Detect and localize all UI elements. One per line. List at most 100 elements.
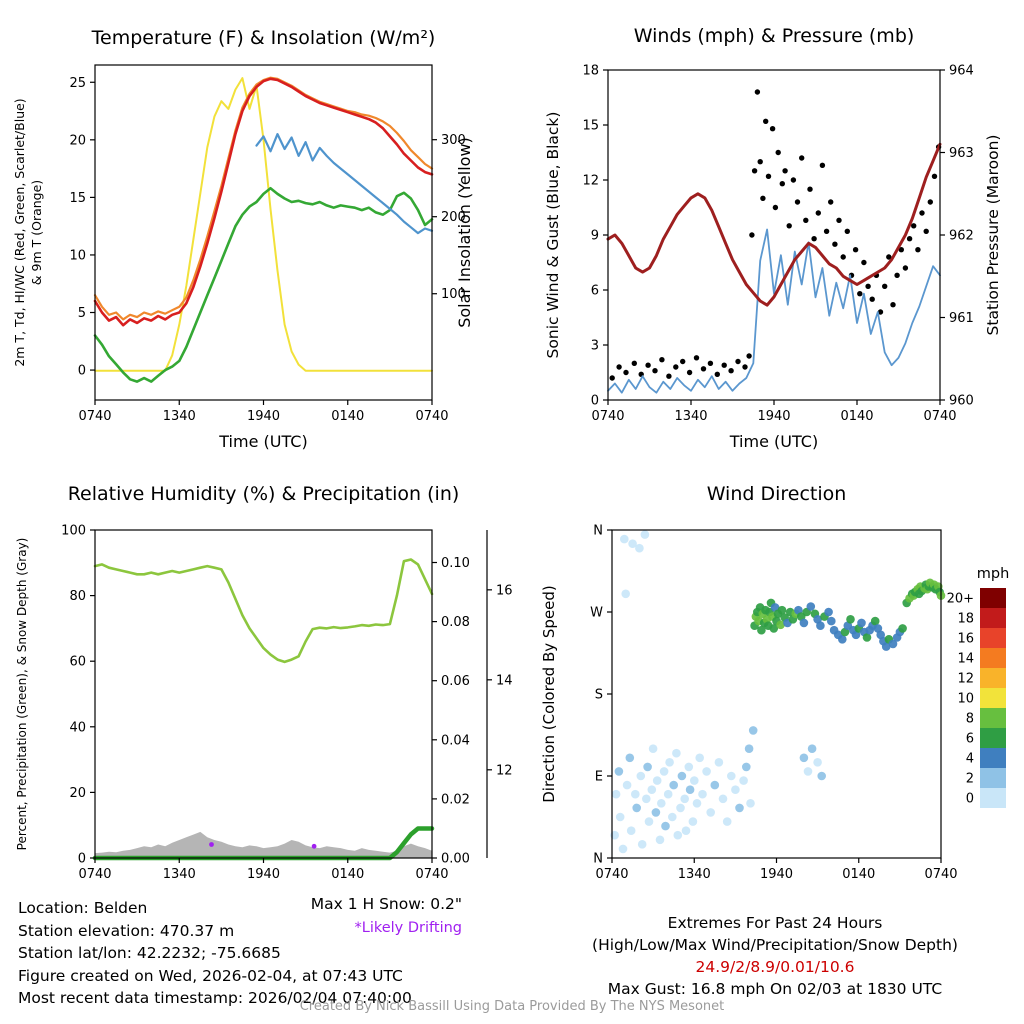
- svg-text:1940: 1940: [247, 867, 280, 882]
- svg-text:12: 12: [496, 763, 512, 778]
- extremes-block: Extremes For Past 24 Hours (High/Low/Max…: [540, 912, 1010, 1000]
- svg-text:N: N: [593, 524, 603, 539]
- svg-text:0.02: 0.02: [441, 792, 470, 807]
- svg-text:1940: 1940: [760, 867, 793, 882]
- svg-text:16: 16: [957, 632, 974, 647]
- svg-text:962: 962: [949, 229, 974, 244]
- svg-text:1340: 1340: [678, 867, 711, 882]
- svg-text:18: 18: [582, 64, 599, 79]
- drifting-note: *Likely Drifting: [354, 920, 463, 936]
- svg-text:18: 18: [957, 612, 974, 627]
- figure-created: Figure created on Wed, 2026-02-04, at 07…: [18, 966, 403, 985]
- svg-text:0: 0: [78, 364, 86, 379]
- svg-text:Time (UTC): Time (UTC): [729, 432, 818, 451]
- svg-text:Sonic Wind & Gust (Blue, Black: Sonic Wind & Gust (Blue, Black): [544, 112, 562, 359]
- snow-note-block: Max 1 H Snow: 0.2" *Likely Drifting: [240, 895, 462, 936]
- svg-text:0740: 0740: [595, 867, 628, 882]
- max-gust: Max Gust: 16.8 mph On 02/03 at 1830 UTC: [607, 980, 943, 998]
- svg-text:4: 4: [966, 752, 974, 767]
- svg-text:60: 60: [69, 655, 86, 670]
- svg-text:3: 3: [591, 339, 599, 354]
- svg-text:1340: 1340: [163, 867, 196, 882]
- svg-text:Solar Insolation (Yellow): Solar Insolation (Yellow): [455, 137, 474, 328]
- svg-text:0740: 0740: [78, 867, 111, 882]
- svg-text:100: 100: [441, 287, 466, 302]
- svg-text:15: 15: [69, 191, 86, 206]
- extremes-values: 24.9/2/8.9/0.01/10.6: [695, 958, 855, 976]
- svg-text:10: 10: [957, 692, 974, 707]
- svg-text:20: 20: [69, 786, 86, 801]
- svg-text:963: 963: [949, 146, 974, 161]
- credit-line: Created By Nick Bassill Using Data Provi…: [299, 999, 725, 1014]
- svg-text:0740: 0740: [415, 409, 448, 424]
- humidity-precip-canvas: 0740 1340 1940 0140 07400204060801000.000.02…: [15, 483, 513, 882]
- extremes-subtitle: (High/Low/Max Wind/Precipitation/Snow De…: [592, 936, 958, 954]
- svg-text:1340: 1340: [163, 409, 196, 424]
- svg-text:Time (UTC): Time (UTC): [218, 432, 307, 451]
- winds-pressure-canvas: 0740 1340 1940 0140 074003691215189609619629…: [544, 25, 1002, 451]
- svg-text:0.08: 0.08: [441, 615, 470, 630]
- svg-text:25: 25: [69, 76, 86, 91]
- svg-text:1940: 1940: [247, 409, 280, 424]
- svg-text:16: 16: [496, 583, 512, 598]
- svg-text:& 9m T (Orange): & 9m T (Orange): [29, 180, 44, 285]
- svg-text:100: 100: [61, 524, 86, 539]
- station-location: Location: Belden: [18, 899, 148, 917]
- svg-text:0.06: 0.06: [441, 674, 470, 689]
- svg-text:20: 20: [69, 133, 86, 148]
- extremes-title: Extremes For Past 24 Hours: [667, 914, 883, 932]
- svg-text:W: W: [590, 606, 603, 621]
- svg-text:0140: 0140: [842, 867, 875, 882]
- svg-text:6: 6: [966, 732, 974, 747]
- svg-text:14: 14: [957, 652, 974, 667]
- svg-text:12: 12: [957, 672, 974, 687]
- svg-text:0740: 0740: [591, 409, 624, 424]
- svg-text:Station Pressure (Maroon): Station Pressure (Maroon): [984, 135, 1002, 336]
- svg-text:Percent, Precipitation (Green): Percent, Precipitation (Green), & Snow D…: [15, 538, 29, 851]
- svg-text:8: 8: [966, 712, 974, 727]
- svg-text:mph: mph: [977, 566, 1010, 582]
- station-elevation: Station elevation: 470.37 m: [18, 921, 235, 940]
- svg-text:0740: 0740: [78, 409, 111, 424]
- svg-text:961: 961: [949, 311, 974, 326]
- svg-text:0: 0: [966, 792, 974, 807]
- svg-text:N: N: [593, 852, 603, 867]
- temp-insolation-canvas: 0740 1340 1940 0140 0740 0 5 10 15 20 25 100 200 300 T…: [12, 27, 474, 451]
- svg-text:2: 2: [966, 772, 974, 787]
- svg-text:964: 964: [949, 64, 974, 79]
- svg-text:E: E: [595, 770, 603, 785]
- humidity-precipitation-chart: 0740 1340 1940 0140 0740 0 20 40 60 80 100 0.00 0.02…: [0, 460, 513, 908]
- station-info-block: Location: Belden Station elevation: 470.…: [18, 897, 412, 1010]
- svg-text:0140: 0140: [331, 867, 364, 882]
- svg-text:0140: 0140: [331, 409, 364, 424]
- svg-text:6: 6: [591, 284, 599, 299]
- svg-text:0740: 0740: [923, 409, 956, 424]
- svg-text:0.04: 0.04: [441, 733, 470, 748]
- svg-text:0740: 0740: [415, 867, 448, 882]
- svg-text:40: 40: [69, 720, 86, 735]
- svg-text:0: 0: [591, 394, 599, 409]
- svg-text:12: 12: [582, 174, 599, 189]
- temperature-insolation-chart: 0740 1340 1940 0140 0740 0 5 10 15 20 25 100 200 300 T…: [0, 0, 512, 460]
- svg-text:1940: 1940: [757, 409, 790, 424]
- svg-text:0740: 0740: [924, 867, 957, 882]
- svg-text:10: 10: [69, 248, 86, 263]
- data-timestamp: Most recent data timestamp: 2026/02/04 0…: [18, 989, 412, 1007]
- svg-text:Temperature (F) & Insolation (: Temperature (F) & Insolation (W/m²): [91, 27, 436, 49]
- svg-text:Direction (Colored By Speed): Direction (Colored By Speed): [540, 585, 558, 803]
- wind-direction-chart: 0740 1340 1940 0140 0740 N E S W N Wind Direction D…: [512, 460, 1024, 908]
- svg-text:14: 14: [496, 673, 512, 688]
- svg-text:Wind Direction: Wind Direction: [707, 483, 847, 505]
- svg-text:15: 15: [582, 119, 599, 134]
- svg-text:1340: 1340: [674, 409, 707, 424]
- svg-text:Relative Humidity (%) & Precip: Relative Humidity (%) & Precipitation (i…: [68, 483, 460, 505]
- svg-text:2m T, Td, HI/WC (Red, Green, S: 2m T, Td, HI/WC (Red, Green, Scarlet/Blu…: [12, 98, 27, 366]
- svg-text:0140: 0140: [840, 409, 873, 424]
- svg-text:9: 9: [591, 229, 599, 244]
- svg-text:80: 80: [69, 589, 86, 604]
- svg-text:200: 200: [441, 210, 466, 225]
- station-latlon: Station lat/lon: 42.2232; -75.6685: [18, 944, 281, 962]
- max-snow-note: Max 1 H Snow: 0.2": [310, 895, 462, 913]
